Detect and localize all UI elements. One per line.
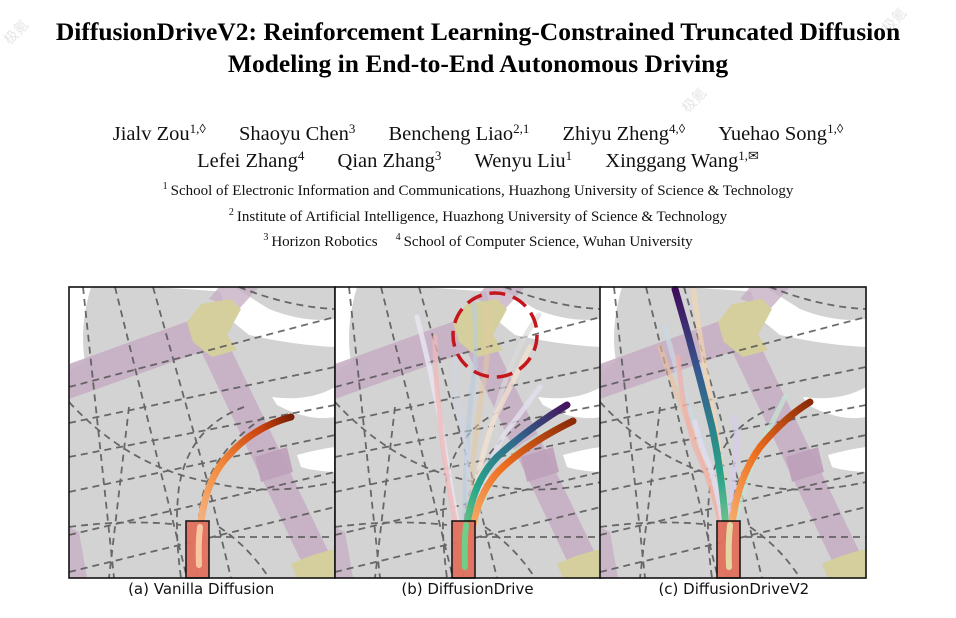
- caption-panel-c: (c) DiffusionDriveV2: [658, 580, 810, 598]
- panel-a-vanilla-diffusion: [68, 286, 336, 579]
- affiliation: 2 Institute of Artificial Intelligence, H…: [228, 206, 728, 225]
- watermark: 极氪: [679, 85, 711, 117]
- affiliation: 1 School of Electronic Information and Co…: [162, 181, 794, 200]
- title-line-2: Modeling in End-to-End Autonomous Drivin…: [227, 49, 729, 78]
- author: Lefei Zhang4: [197, 148, 305, 172]
- highlight-circle: [451, 291, 539, 379]
- panel-b-diffusiondrive: [334, 286, 602, 579]
- author: Jialv Zou1,◊: [112, 121, 206, 145]
- authors-row-1: Jialv Zou1,◊ Shaoyu Chen3 Bencheng Liao2…: [0, 121, 956, 148]
- author: Zhiyu Zheng4,◊: [562, 121, 686, 145]
- panel-c-diffusiondrivev2: [599, 286, 867, 579]
- caption-panel-b: (b) DiffusionDrive: [401, 580, 534, 598]
- trajectory-comparison-figure: [68, 286, 867, 579]
- affiliation: 3 Horizon Robotics 4 School of Computer Sci…: [263, 232, 693, 251]
- author-list: Jialv Zou1,◊ Shaoyu Chen3 Bencheng Liao2…: [0, 121, 956, 175]
- author: Wenyu Liu1: [474, 148, 573, 172]
- author: Shaoyu Chen3: [238, 121, 356, 145]
- author: Qian Zhang3: [337, 148, 442, 172]
- authors-row-2: Lefei Zhang4 Qian Zhang3 Wenyu Liu1 Xing…: [0, 148, 956, 175]
- paper-title: DiffusionDriveV2: Reinforcement Learning…: [0, 16, 956, 80]
- author: Bencheng Liao2,1: [388, 121, 530, 145]
- caption-panel-a: (a) Vanilla Diffusion: [128, 580, 275, 598]
- affiliations: 1 School of Electronic Information and Co…: [0, 179, 956, 256]
- title-line-1: DiffusionDriveV2: Reinforcement Learning…: [55, 17, 901, 46]
- author: Yuehao Song1,◊: [718, 121, 844, 145]
- author: Xinggang Wang1,✉: [605, 148, 759, 172]
- figure-captions: (a) Vanilla Diffusion (b) DiffusionDrive…: [68, 578, 867, 600]
